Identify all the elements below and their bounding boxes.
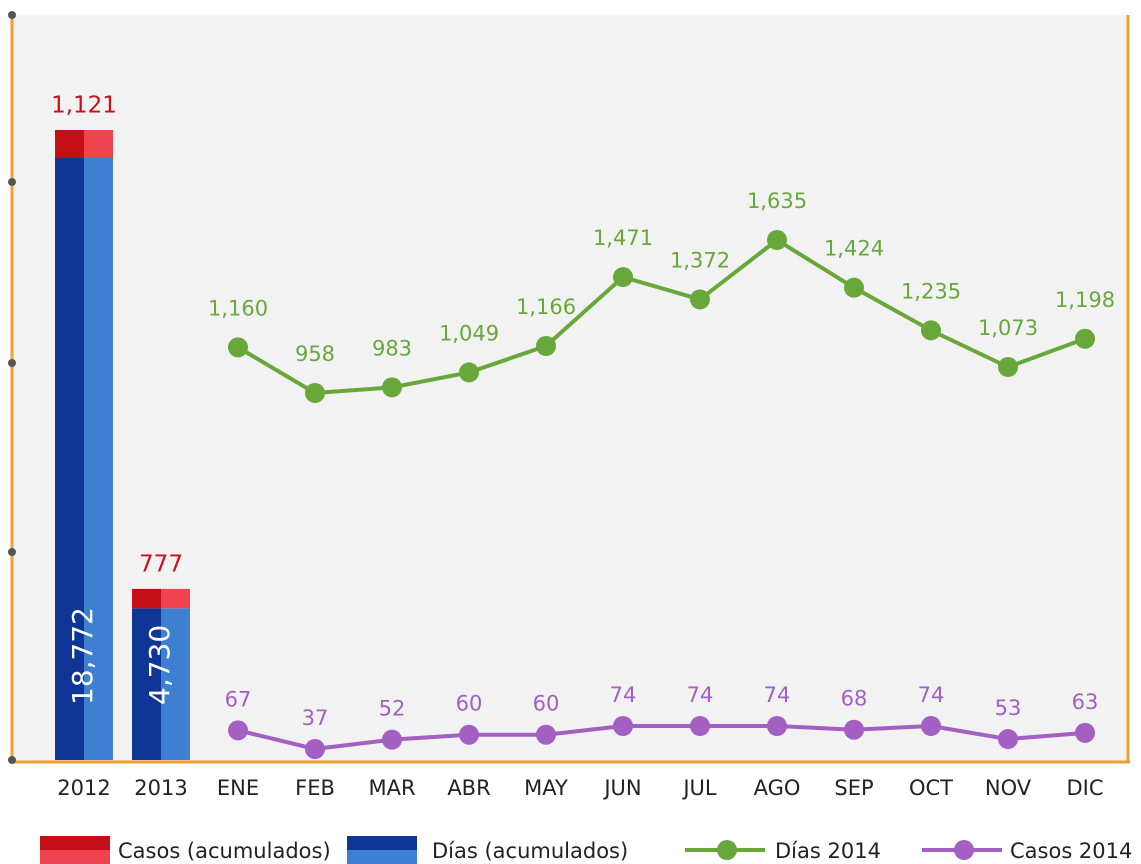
bar-value-label: 1,121 <box>51 93 117 119</box>
legend-dot <box>954 840 974 860</box>
x-tick-label: 2013 <box>134 776 187 800</box>
point-value-label: 74 <box>687 683 714 707</box>
legend-swatch <box>347 850 417 864</box>
point-value-label: 67 <box>225 687 252 711</box>
bar-value-label: 777 <box>139 551 183 577</box>
x-tick-label: JUL <box>681 776 717 800</box>
bar-half <box>132 588 161 609</box>
axis-dots <box>8 11 16 764</box>
legend-swatch <box>40 850 110 864</box>
bar-value-label: 4,730 <box>143 625 176 705</box>
point <box>921 320 941 341</box>
bar-half <box>84 158 113 760</box>
point-value-label: 60 <box>533 692 560 716</box>
point-value-label: 1,235 <box>901 279 961 303</box>
point-value-label: 1,049 <box>439 321 499 345</box>
line <box>236 237 1086 396</box>
point <box>613 267 633 288</box>
point <box>767 230 787 250</box>
point <box>459 362 479 383</box>
bar <box>55 158 113 760</box>
x-tick-label: AGO <box>754 776 801 800</box>
point-value-label: 1,372 <box>670 248 730 272</box>
bar-half <box>84 130 113 158</box>
x-tick-label: MAY <box>524 776 568 800</box>
point-value-label: 37 <box>302 706 329 730</box>
x-tick-label: 2012 <box>57 776 110 800</box>
bar-value-label: 18,772 <box>66 607 99 705</box>
point <box>536 724 556 745</box>
legend-label: Casos 2014 <box>1010 839 1132 863</box>
legend-label: Días 2014 <box>775 839 881 863</box>
point <box>459 724 479 745</box>
point <box>1075 328 1095 349</box>
point <box>382 729 402 750</box>
point <box>844 277 864 298</box>
point <box>536 335 556 356</box>
point-value-label: 74 <box>918 683 945 707</box>
point-value-label: 53 <box>995 696 1022 720</box>
point-value-label: 1,635 <box>747 189 807 213</box>
point <box>228 337 248 358</box>
point-value-label: 1,166 <box>516 295 576 319</box>
x-tick-label: OCT <box>909 776 953 800</box>
point <box>844 719 864 740</box>
point-value-label: 74 <box>610 683 637 707</box>
bar-half <box>161 608 190 760</box>
x-tick-label: ENE <box>217 776 259 800</box>
point <box>767 716 787 736</box>
point-value-label: 60 <box>456 692 483 716</box>
point <box>690 716 710 736</box>
point-value-label: 1,471 <box>593 226 653 250</box>
point-value-label: 958 <box>295 342 335 366</box>
legend-swatch <box>40 836 110 850</box>
point-value-label: 1,160 <box>208 296 268 320</box>
x-tick-label: MAR <box>368 776 415 800</box>
x-tick-label: NOV <box>985 776 1032 800</box>
point <box>305 383 325 403</box>
point-value-label: 68 <box>841 687 868 711</box>
point-value-label: 63 <box>1072 690 1099 714</box>
point <box>613 716 633 736</box>
bar-half <box>161 588 190 609</box>
x-tick-label: FEB <box>295 776 335 800</box>
legend-swatch <box>347 836 417 850</box>
point-value-label: 1,198 <box>1055 288 1115 312</box>
point-value-label: 74 <box>764 683 791 707</box>
bar <box>132 608 190 760</box>
plot-background <box>12 15 1128 762</box>
point <box>228 720 248 741</box>
point <box>690 289 710 310</box>
point-value-label: 983 <box>372 336 412 360</box>
point <box>998 357 1018 378</box>
point-value-label: 52 <box>379 697 406 721</box>
legend-label: Casos (acumulados) <box>118 839 331 863</box>
bar-half <box>132 608 161 760</box>
point <box>921 716 941 736</box>
point <box>1075 722 1095 743</box>
x-tick-label: DIC <box>1066 776 1103 800</box>
point-value-label: 1,073 <box>978 316 1038 340</box>
legend-dot <box>717 840 737 860</box>
x-tick-label: ABR <box>447 776 490 800</box>
legend-label: Días (acumulados) <box>432 839 628 863</box>
bar-half <box>55 158 84 760</box>
bar-half <box>55 130 84 158</box>
point <box>382 377 402 398</box>
point <box>305 739 325 759</box>
line <box>237 723 1086 752</box>
x-tick-label: SEP <box>834 776 873 800</box>
point-value-label: 1,424 <box>824 237 884 261</box>
bar <box>55 130 113 158</box>
point <box>998 729 1018 750</box>
x-tick-label: JUN <box>602 776 641 800</box>
bar <box>132 588 190 609</box>
